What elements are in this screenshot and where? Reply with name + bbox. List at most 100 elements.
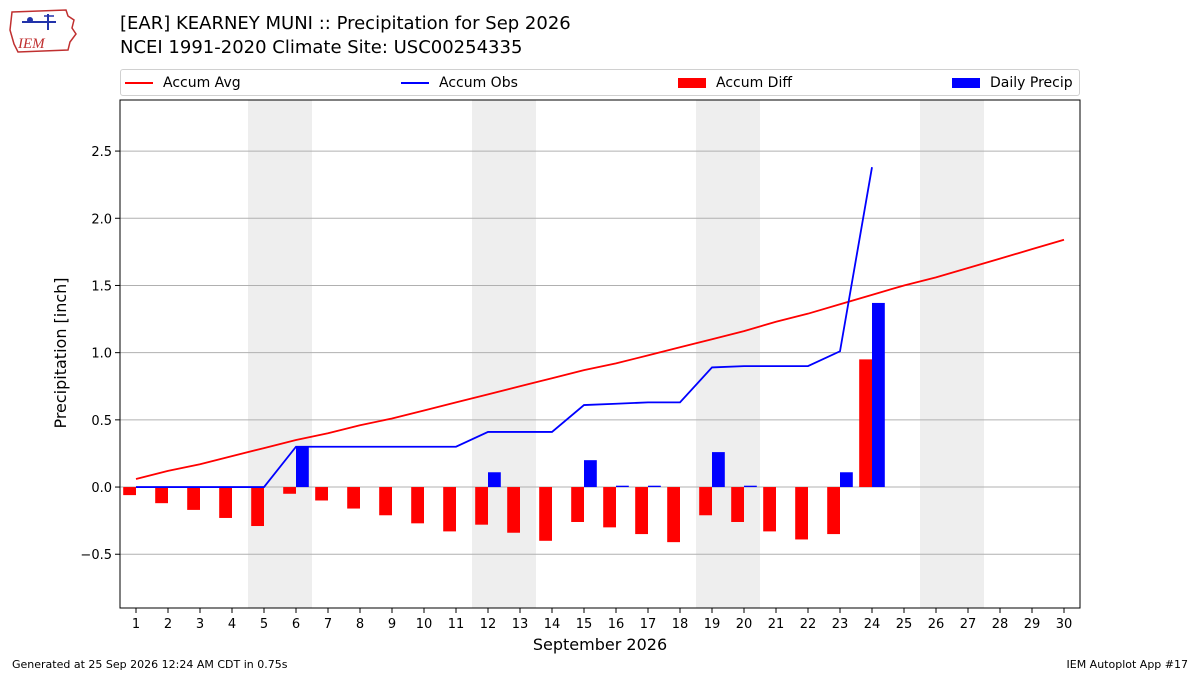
y-tick-label-2: 0.5 <box>91 414 112 429</box>
x-tick-label-11: 11 <box>448 617 465 632</box>
bars-group <box>123 302 885 543</box>
x-tick-label-5: 5 <box>260 617 268 632</box>
legend-item-accum-avg: Accum Avg <box>125 70 241 95</box>
chart-subtitle: NCEI 1991-2020 Climate Site: USC00254335 <box>120 37 523 58</box>
bar-accum-diff-17 <box>635 487 648 535</box>
legend-swatch-daily-precip <box>952 77 980 88</box>
legend-swatch-accum-obs <box>401 81 429 84</box>
bar-daily-precip-12 <box>488 472 501 488</box>
weekend-shade-2 <box>696 100 760 608</box>
footer-generated-text: Generated at 25 Sep 2026 12:24 AM CDT in… <box>12 658 288 671</box>
bar-accum-diff-22 <box>795 487 808 540</box>
legend-item-daily-precip: Daily Precip <box>952 70 1073 95</box>
bar-accum-diff-11 <box>443 487 456 532</box>
x-tick-label-26: 26 <box>928 617 945 632</box>
legend-label-daily-precip: Daily Precip <box>990 74 1073 91</box>
bar-accum-diff-15 <box>571 487 584 522</box>
weekend-shade-1 <box>472 100 536 608</box>
x-tick-label-29: 29 <box>1024 617 1041 632</box>
legend-swatch-accum-avg <box>125 81 153 84</box>
bar-accum-diff-9 <box>379 487 392 516</box>
weekend-shading-group <box>248 100 984 608</box>
bar-accum-diff-13 <box>507 487 520 533</box>
y-tick-label-5: 2.0 <box>91 212 112 227</box>
bar-accum-diff-1 <box>123 487 136 496</box>
x-tick-label-17: 17 <box>640 617 657 632</box>
legend-label-accum-avg: Accum Avg <box>163 74 241 91</box>
bar-accum-diff-12 <box>475 487 488 525</box>
legend: Accum Avg Accum Obs Accum Diff Daily Pre… <box>120 69 1080 96</box>
x-tick-label-24: 24 <box>864 617 881 632</box>
x-tick-label-25: 25 <box>896 617 913 632</box>
lines-group <box>135 167 1065 488</box>
legend-item-accum-diff: Accum Diff <box>678 70 792 95</box>
bar-daily-precip-23 <box>840 472 853 488</box>
bar-accum-diff-16 <box>603 487 616 528</box>
footer-app-text: IEM Autoplot App #17 <box>1066 658 1189 671</box>
chart-title-block: [EAR] KEARNEY MUNI :: Precipitation for … <box>120 12 571 60</box>
weekend-shade-0 <box>248 100 312 608</box>
bar-accum-diff-23 <box>827 487 840 535</box>
x-tick-label-13: 13 <box>512 617 529 632</box>
bar-accum-diff-5 <box>251 487 264 527</box>
bar-daily-precip-24 <box>872 302 885 488</box>
grid-group <box>120 150 1080 555</box>
bar-daily-precip-19 <box>712 452 725 488</box>
x-tick-label-30: 30 <box>1056 617 1073 632</box>
y-tick-label-3: 1.0 <box>91 347 112 362</box>
y-tick-label-0: −0.5 <box>80 548 112 563</box>
x-tick-label-28: 28 <box>992 617 1009 632</box>
bar-accum-diff-14 <box>539 487 552 541</box>
x-tick-label-19: 19 <box>704 617 721 632</box>
y-tick-label-6: 2.5 <box>91 145 112 160</box>
line-accum-avg <box>135 238 1065 480</box>
bar-accum-diff-10 <box>411 487 424 524</box>
bar-accum-diff-7 <box>315 487 328 501</box>
plot-frame <box>119 99 1081 609</box>
bar-accum-diff-21 <box>763 487 776 532</box>
x-axis-label: September 2026 <box>533 635 667 654</box>
x-tick-label-16: 16 <box>608 617 625 632</box>
line-accum-obs <box>136 167 873 488</box>
bar-accum-diff-18 <box>667 487 680 543</box>
x-tick-label-4: 4 <box>228 617 236 632</box>
bar-daily-precip-16 <box>616 485 629 488</box>
y-axis-label: Precipitation [inch] <box>51 277 70 428</box>
x-tick-label-10: 10 <box>416 617 433 632</box>
bar-accum-diff-20 <box>731 487 744 522</box>
weekend-shade-3 <box>920 100 984 608</box>
bar-accum-diff-6 <box>283 487 296 494</box>
legend-item-accum-obs: Accum Obs <box>401 70 518 95</box>
chart-title: [EAR] KEARNEY MUNI :: Precipitation for … <box>120 13 571 34</box>
legend-swatch-accum-diff <box>678 77 706 88</box>
ticks-group: −0.50.00.51.01.52.02.51 2 3 4 5 6 7 8 9 10 11 12 13 1… <box>80 145 1072 632</box>
x-tick-label-3: 3 <box>196 617 204 632</box>
bar-daily-precip-6 <box>296 446 309 488</box>
x-tick-label-15: 15 <box>576 617 593 632</box>
x-tick-label-12: 12 <box>480 617 497 632</box>
iem-logo: IEM <box>9 9 77 53</box>
x-tick-label-21: 21 <box>768 617 785 632</box>
bar-daily-precip-17 <box>648 485 661 488</box>
legend-label-accum-diff: Accum Diff <box>716 74 793 91</box>
iowa-outline-shape <box>9 9 77 53</box>
x-tick-label-23: 23 <box>832 617 849 632</box>
bar-accum-diff-24 <box>859 359 872 488</box>
x-tick-label-2: 2 <box>164 617 172 632</box>
legend-label-accum-obs: Accum Obs <box>439 74 518 91</box>
bar-accum-diff-4 <box>219 487 232 518</box>
bar-accum-diff-8 <box>347 487 360 509</box>
bar-daily-precip-20 <box>744 485 757 488</box>
bar-daily-precip-15 <box>584 460 597 488</box>
bar-accum-diff-19 <box>699 487 712 516</box>
x-tick-label-1: 1 <box>132 617 140 632</box>
x-tick-label-27: 27 <box>960 617 977 632</box>
bar-accum-diff-3 <box>187 487 200 510</box>
x-tick-label-9: 9 <box>388 617 396 632</box>
x-tick-label-8: 8 <box>356 617 364 632</box>
y-tick-label-1: 0.0 <box>91 481 112 496</box>
x-tick-label-18: 18 <box>672 617 689 632</box>
x-tick-label-6: 6 <box>292 617 300 632</box>
x-tick-label-20: 20 <box>736 617 753 632</box>
